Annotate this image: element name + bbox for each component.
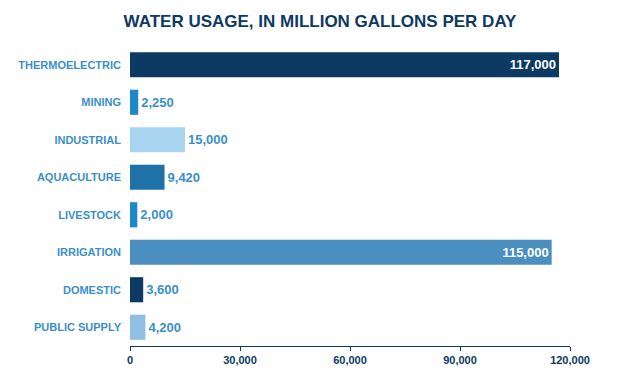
svg-text:LIVESTOCK: LIVESTOCK xyxy=(58,209,121,221)
svg-text:AQUACULTURE: AQUACULTURE xyxy=(37,171,121,183)
svg-text:WATER USAGE, IN MILLION GALLON: WATER USAGE, IN MILLION GALLONS PER DAY xyxy=(124,12,518,31)
svg-text:9,420: 9,420 xyxy=(168,170,201,185)
svg-text:2,250: 2,250 xyxy=(141,95,174,110)
svg-text:PUBLIC SUPPLY: PUBLIC SUPPLY xyxy=(34,321,122,333)
svg-text:0: 0 xyxy=(127,354,133,366)
svg-text:IRRIGATION: IRRIGATION xyxy=(57,246,121,258)
svg-text:90,000: 90,000 xyxy=(443,354,477,366)
svg-text:117,000: 117,000 xyxy=(510,57,556,72)
svg-text:30,000: 30,000 xyxy=(223,354,257,366)
svg-text:115,000: 115,000 xyxy=(502,245,548,260)
svg-text:MINING: MINING xyxy=(81,96,121,108)
svg-text:60,000: 60,000 xyxy=(333,354,367,366)
svg-text:15,000: 15,000 xyxy=(188,132,228,147)
svg-text:120,000: 120,000 xyxy=(550,354,590,366)
svg-text:THERMOELECTRIC: THERMOELECTRIC xyxy=(18,59,121,71)
svg-text:2,000: 2,000 xyxy=(140,207,173,222)
svg-text:INDUSTRIAL: INDUSTRIAL xyxy=(54,134,121,146)
svg-text:3,600: 3,600 xyxy=(146,282,179,297)
svg-text:4,200: 4,200 xyxy=(148,320,181,335)
svg-text:DOMESTIC: DOMESTIC xyxy=(63,284,121,296)
